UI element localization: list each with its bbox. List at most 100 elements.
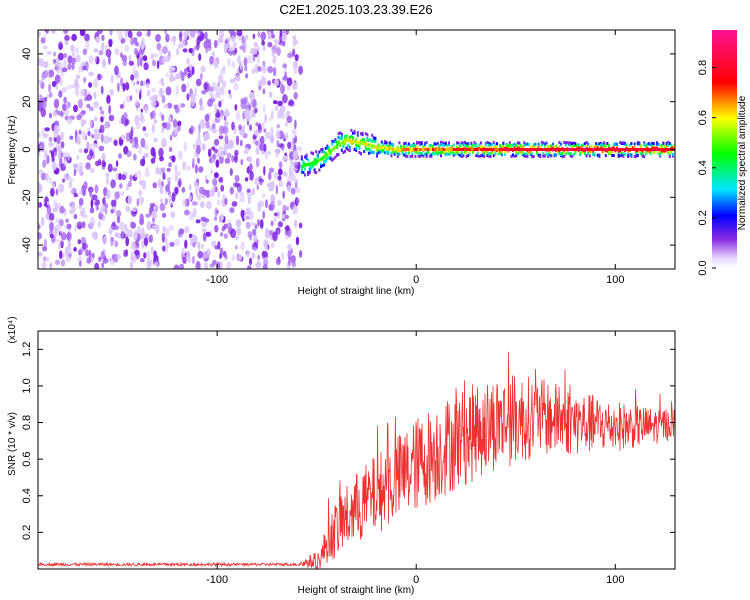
ridge-peak-cell [377, 145, 380, 149]
noise-speckle [136, 31, 143, 37]
noise-speckle [248, 124, 253, 131]
ridge-peak-cell [428, 148, 431, 151]
noise-speckle [122, 82, 126, 92]
ridge-cell [396, 145, 399, 149]
ridge-cell [300, 155, 303, 159]
ridge-cell [505, 144, 508, 148]
ridge-cell [449, 149, 452, 153]
noise-speckle [244, 34, 249, 40]
noise-speckle [204, 114, 210, 122]
ridge-peak-cell [360, 141, 362, 145]
ridge-cell [531, 152, 534, 156]
snr-series-line [38, 351, 675, 569]
ridge-cell [659, 154, 662, 158]
noise-speckle [246, 188, 251, 193]
noise-speckle [114, 232, 119, 238]
ridge-cell [408, 151, 410, 155]
noise-speckle [38, 224, 41, 229]
noise-speckle [130, 37, 136, 46]
noise-speckle [247, 231, 253, 238]
noise-speckle [293, 92, 298, 100]
noise-speckle [283, 135, 289, 140]
ridge-cell [313, 162, 316, 166]
ridge-cell [497, 152, 500, 155]
snr-y-tick-label: 0.4 [21, 488, 33, 503]
ridge-peak-cell [534, 148, 537, 151]
ridge-peak-cell [331, 148, 334, 152]
noise-speckle [115, 160, 119, 168]
noise-speckle [231, 35, 236, 42]
ridge-cell [516, 145, 519, 148]
noise-speckle [231, 60, 236, 69]
noise-speckle [255, 122, 259, 127]
ridge-cell [320, 162, 322, 166]
ridge-cell [640, 152, 642, 156]
ridge-peak-cell [488, 148, 490, 151]
ridge-cell [424, 146, 426, 150]
noise-speckle [50, 233, 54, 239]
ridge-cell [379, 150, 382, 154]
noise-speckle [77, 256, 83, 262]
ridge-cell [537, 153, 540, 157]
noise-speckle [38, 232, 43, 240]
noise-speckle [43, 149, 48, 159]
noise-speckle [194, 87, 197, 97]
ridge-peak-cell [416, 148, 418, 151]
ridge-cell [396, 154, 399, 158]
noise-speckle [247, 196, 251, 205]
ridge-peak-cell [529, 148, 532, 151]
ridge-cell [534, 145, 537, 149]
noise-speckle [174, 164, 178, 174]
noise-speckle [251, 243, 255, 250]
noise-speckle [102, 198, 105, 204]
noise-speckle [168, 162, 172, 168]
noise-speckle [274, 39, 279, 48]
ridge-peak-cell [512, 148, 514, 151]
noise-speckle [116, 73, 121, 79]
noise-speckle [94, 128, 98, 134]
noise-speckle [209, 55, 214, 65]
noise-speckle [249, 170, 254, 181]
ridge-cell [660, 151, 663, 155]
noise-speckle [94, 184, 99, 194]
ridge-peak-cell [353, 140, 356, 144]
noise-speckle [85, 162, 91, 170]
noise-speckle [241, 129, 245, 136]
noise-speckle [200, 72, 203, 80]
noise-speckle [96, 30, 103, 35]
ridge-peak-cell [481, 148, 484, 151]
noise-speckle [138, 48, 145, 55]
noise-speckle [168, 146, 173, 153]
noise-speckle [125, 236, 130, 247]
ridge-cell [638, 150, 641, 154]
ridge-peak-cell [491, 148, 494, 151]
noise-speckle [157, 183, 162, 189]
noise-speckle [228, 93, 232, 99]
ridge-cell [547, 155, 550, 158]
snr-y-multiplier: (x10⁴) [7, 316, 18, 343]
ridge-cell [587, 142, 590, 146]
noise-speckle [219, 253, 222, 259]
noise-speckle [267, 31, 272, 40]
noise-speckle [242, 125, 246, 130]
ridge-cell [486, 146, 489, 149]
ridge-cell [300, 157, 303, 161]
chart-title: C2E1.2025.103.23.39.E26 [279, 2, 432, 17]
noise-speckle [110, 237, 114, 242]
ridge-cell [408, 149, 410, 153]
ridge-cell [624, 141, 626, 145]
noise-speckle [67, 63, 72, 70]
ridge-cell [544, 154, 546, 158]
ridge-cell [361, 131, 364, 135]
noise-speckle [52, 111, 57, 117]
noise-speckle [108, 227, 113, 234]
ridge-cell [547, 144, 550, 148]
ridge-peak-cell [644, 148, 647, 151]
snr-y-tick-label: 1.0 [21, 378, 33, 393]
ridge-cell [360, 152, 362, 156]
ridge-cell [504, 150, 506, 154]
noise-speckle [207, 148, 212, 158]
noise-speckle [193, 45, 200, 51]
ridge-cell [568, 141, 570, 145]
noise-speckle [39, 94, 42, 101]
